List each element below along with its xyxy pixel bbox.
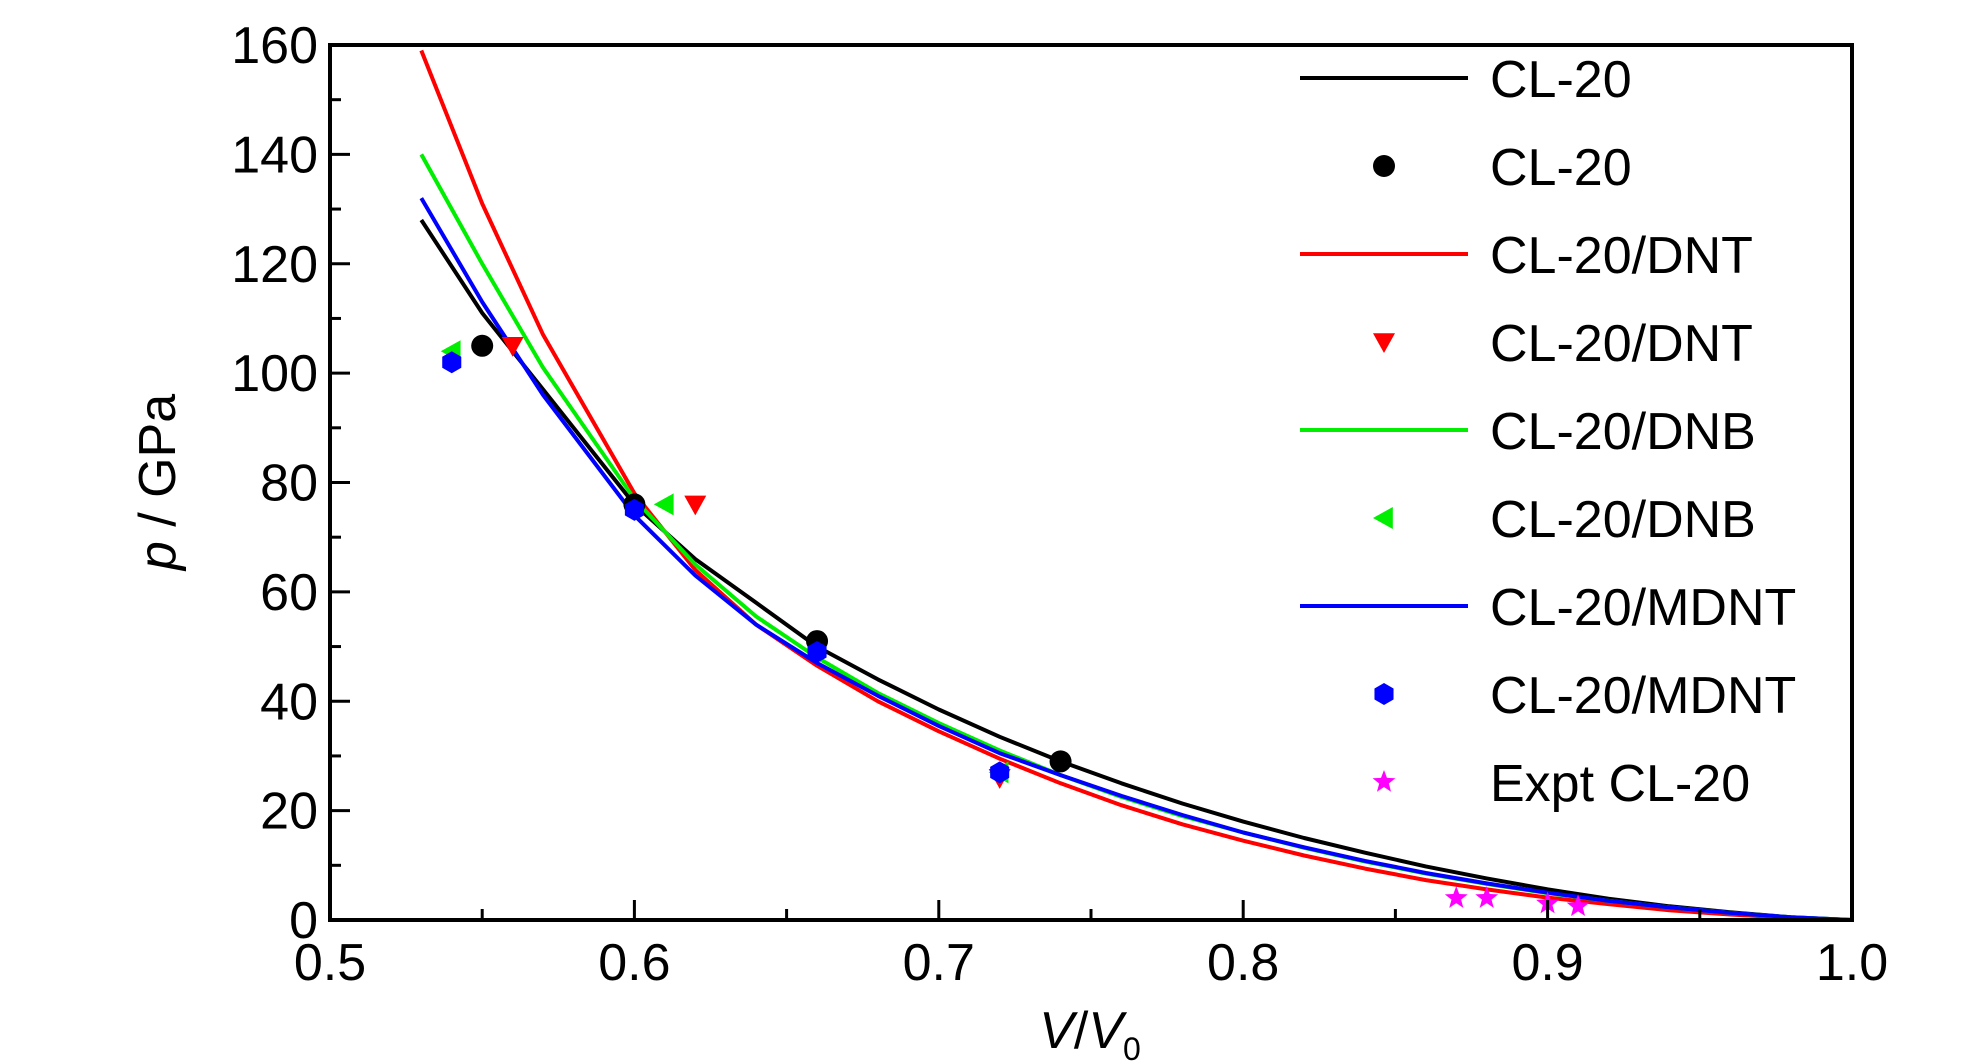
series-layer (419, 49, 1852, 920)
legend-label-5: CL-20/DNB (1490, 491, 1756, 549)
y-tick-label-8: 160 (231, 17, 318, 75)
x-axis-title: V/V0 (1039, 1002, 1141, 1063)
legend-swatch-5 (1373, 507, 1393, 529)
data-point-1-0 (471, 334, 494, 357)
legend-label-1: CL-20 (1490, 139, 1632, 197)
legend-label-7: CL-20/MDNT (1490, 667, 1796, 725)
data-point-1-3 (1049, 750, 1072, 773)
y-tick-label-7: 140 (231, 126, 318, 184)
legend-label-2: CL-20/DNT (1490, 227, 1753, 285)
series-line-6 (419, 197, 1852, 920)
marker-layer (440, 334, 1590, 917)
x-tick-label-5: 1.0 (1816, 934, 1888, 992)
legend-label-4: CL-20/DNB (1490, 403, 1756, 461)
data-point-8-1 (1475, 886, 1499, 908)
y-tick-label-3: 60 (260, 564, 318, 622)
data-point-7-3 (990, 761, 1010, 784)
x-tick-label-3: 0.8 (1207, 934, 1279, 992)
data-point-8-0 (1444, 886, 1468, 908)
legend-label-6: CL-20/MDNT (1490, 579, 1796, 637)
legend-swatch-1 (1373, 155, 1395, 177)
y-axis-title: p / GPa (129, 394, 187, 572)
series-line-2 (419, 49, 1852, 920)
legend-label-8: Expt CL-20 (1490, 755, 1750, 813)
legend-swatch-3 (1373, 333, 1395, 353)
data-point-8-3 (1566, 894, 1590, 917)
data-point-7-2 (807, 641, 827, 664)
data-point-7-0 (442, 351, 462, 374)
x-tick-label-4: 0.9 (1511, 934, 1583, 992)
y-tick-label-1: 20 (260, 783, 318, 841)
ticks-layer: 0.5 0.6 0.7 0.8 0.9 1.0 0 20 40 60 80 100 120 140 160 (231, 17, 1888, 992)
data-point-5-1 (653, 493, 674, 516)
series-line-0 (419, 218, 1852, 920)
x-tick-label-2: 0.7 (903, 934, 975, 992)
y-tick-label-5: 100 (231, 345, 318, 403)
x-tick-label-1: 0.6 (598, 934, 670, 992)
x-tick-label-0: 0.5 (294, 934, 366, 992)
legend: CL-20 CL-20 CL-20/DNT CL-20/DNT CL-20/DNB CL-… (1300, 51, 1796, 813)
y-tick-label-0: 0 (289, 892, 318, 950)
legend-swatch-8 (1372, 770, 1396, 792)
data-point-3-1 (684, 495, 707, 516)
y-tick-label-6: 120 (231, 236, 318, 294)
y-tick-label-2: 40 (260, 673, 318, 731)
data-point-7-1 (624, 498, 644, 521)
legend-label-3: CL-20/DNT (1490, 315, 1753, 373)
data-point-3-0 (501, 336, 524, 357)
legend-swatch-7 (1374, 683, 1394, 705)
legend-label-0: CL-20 (1490, 51, 1632, 109)
y-tick-label-4: 80 (260, 455, 318, 513)
